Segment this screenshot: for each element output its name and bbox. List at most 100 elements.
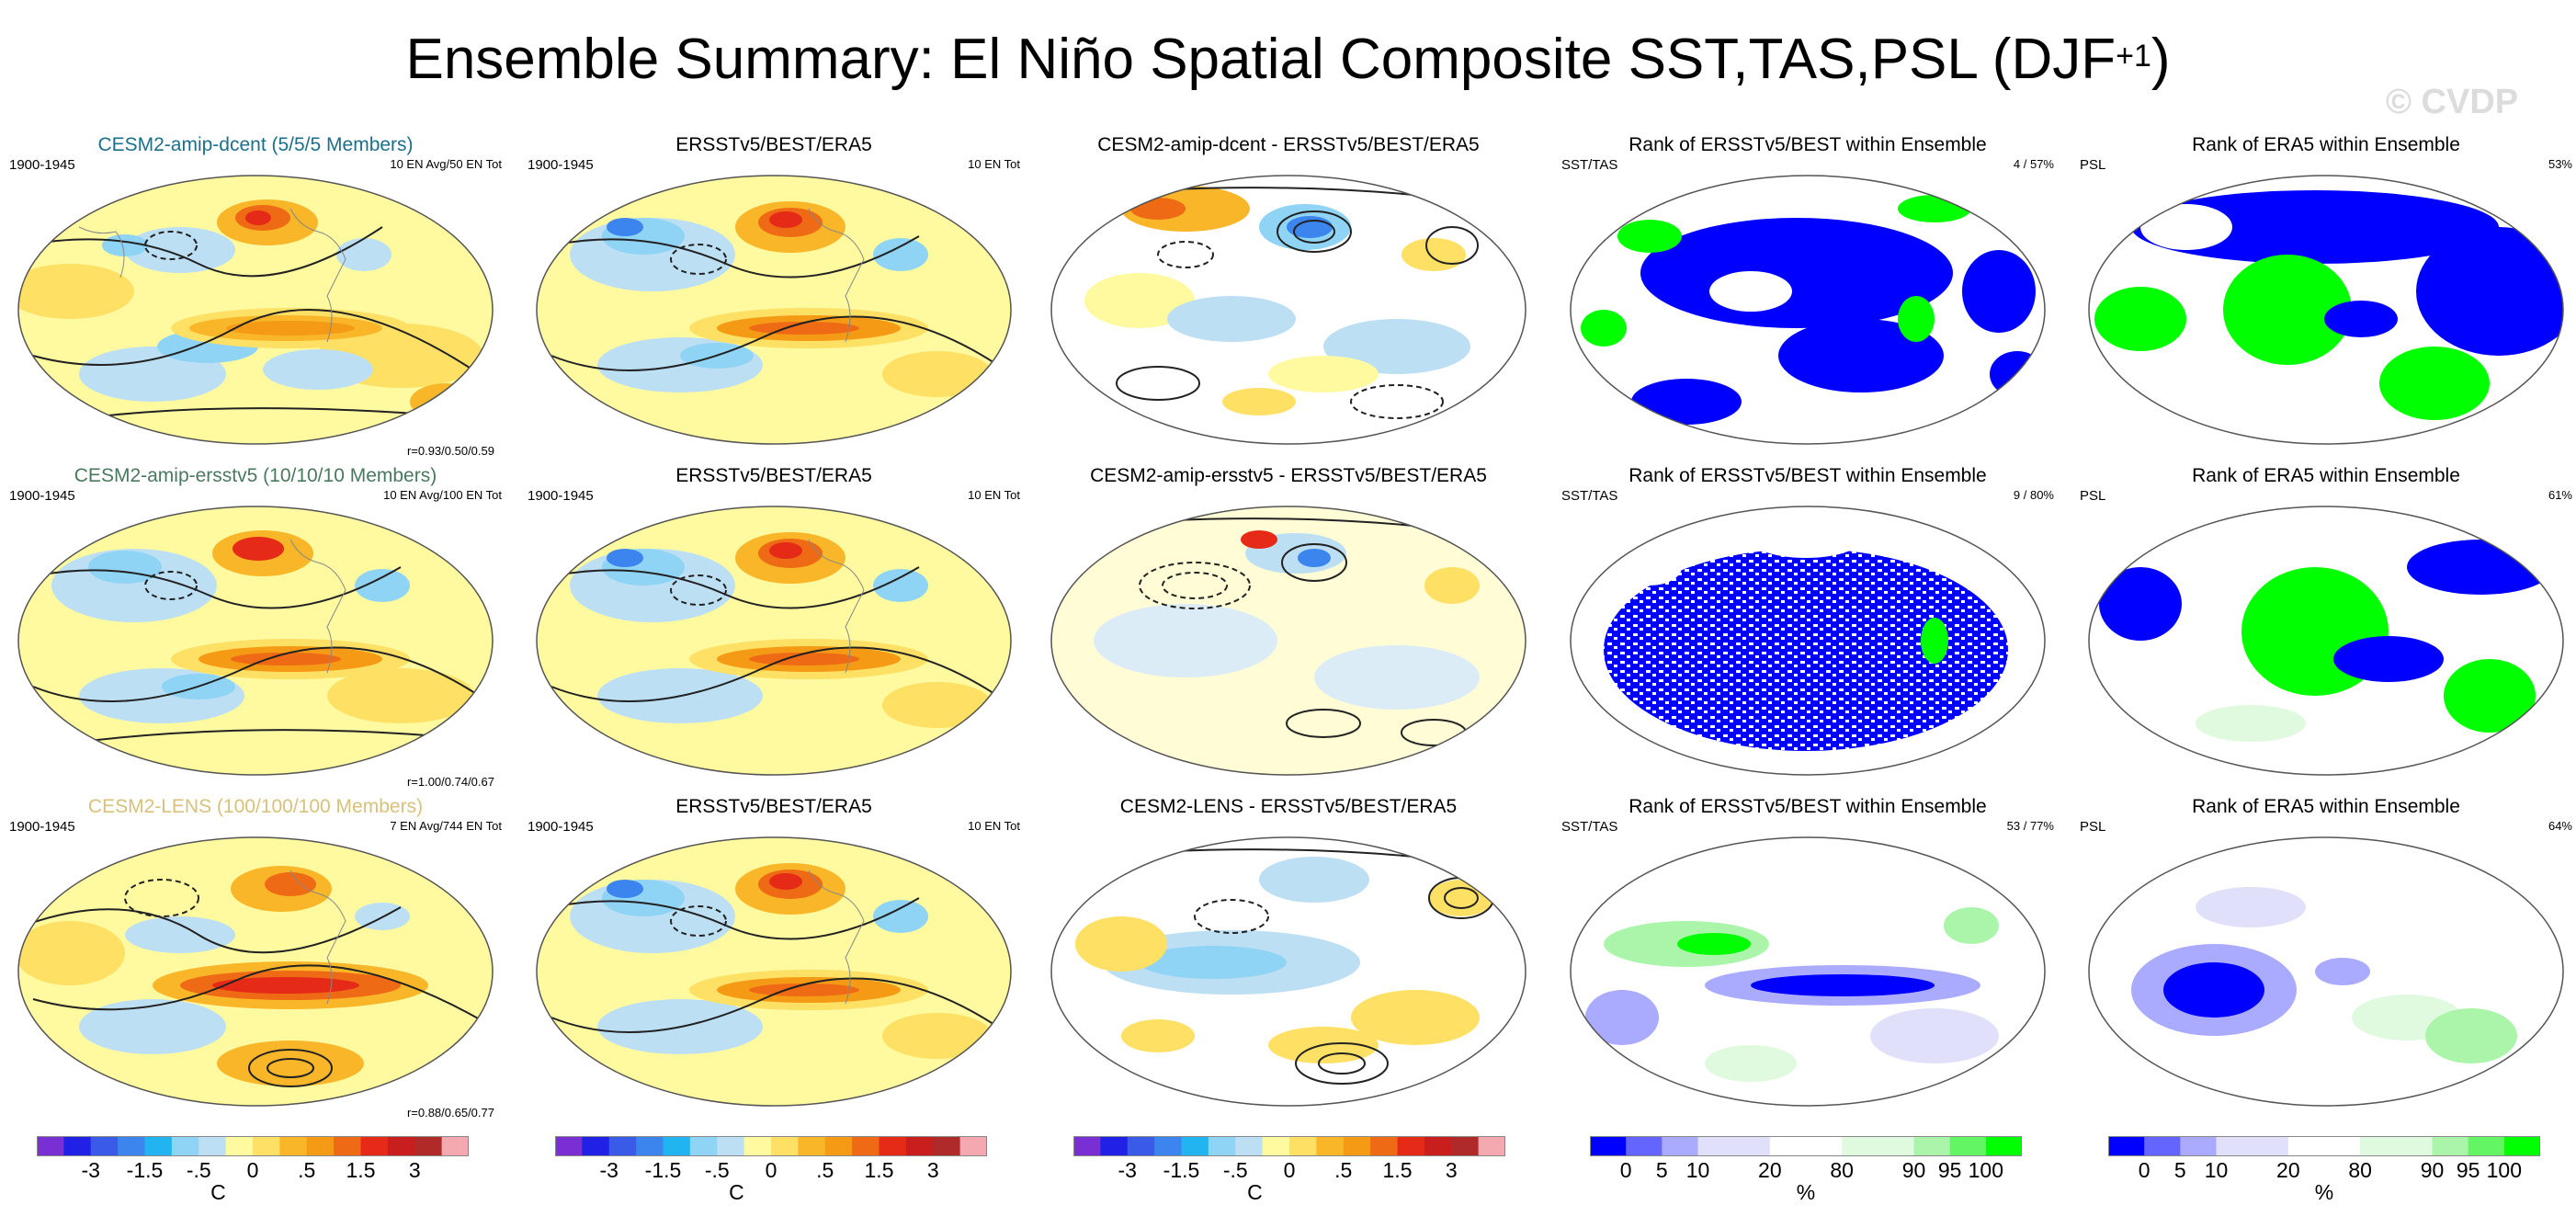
- colorbar-swatch: [1073, 1136, 1101, 1156]
- panel-rank-value: 53 / 77%: [2006, 819, 2054, 833]
- colorbar-rank-2: 0 5 10 20 80 90 95 100%: [2108, 1136, 2540, 1204]
- map-rank: [2088, 506, 2564, 776]
- panel-info: 10 EN Avg/100 EN Tot: [383, 488, 502, 502]
- panel-model-row2: CESM2-amip-ersstv5 (10/10/10 Members) 19…: [7, 464, 504, 790]
- colorbar-swatch: [1262, 1136, 1290, 1156]
- colorbar-tick-label: 0: [2138, 1158, 2150, 1182]
- colorbar-swatch: [1181, 1136, 1209, 1156]
- panel-title: CESM2-amip-dcent - ERSSTv5/BEST/ERA5: [1097, 134, 1480, 155]
- colorbar-tick-label: -.5: [1222, 1158, 1248, 1182]
- panel-title: Rank of ERA5 within Ensemble: [2192, 796, 2460, 817]
- colorbar-temperature-1: -3 -1.5 -.5 0 .5 1.5 3 C: [37, 1136, 469, 1204]
- colorbar-rank-1: 0 5 10 20 80 90 95 100%: [1590, 1136, 2022, 1204]
- colorbar-tick-label: 95: [2456, 1158, 2480, 1182]
- panel-period: 1900-1945: [528, 157, 594, 173]
- colorbar-swatch: [2468, 1136, 2505, 1156]
- colorbar-swatch: [1370, 1136, 1398, 1156]
- colorbar-tick-label: 5: [2173, 1158, 2186, 1182]
- panel-period: 1900-1945: [9, 157, 75, 173]
- colorbar-swatch: [1733, 1136, 1771, 1156]
- panel-info: 10 EN Tot: [968, 819, 1020, 833]
- map-difference: [1050, 175, 1526, 445]
- panel-rank-psl-row1: Rank of ERA5 within Ensemble PSL 53%: [2078, 133, 2574, 460]
- colorbar-frame: [1590, 1136, 2022, 1156]
- colorbar-swatch: [743, 1136, 772, 1156]
- map-sst-tas-psl: [17, 506, 494, 776]
- colorbar-frame: [555, 1136, 987, 1156]
- panel-title: CESM2-amip-dcent (5/5/5 Members): [97, 134, 414, 155]
- colorbar-swatch: [1769, 1136, 1807, 1156]
- colorbar-swatch: [1590, 1136, 1627, 1156]
- colorbar-swatch: [1451, 1136, 1480, 1156]
- colorbar-swatch: [360, 1136, 389, 1156]
- colorbar-swatch: [2432, 1136, 2469, 1156]
- panel-info: 7 EN Avg/744 EN Tot: [390, 819, 502, 833]
- panel-rank-psl-row2: Rank of ERA5 within Ensemble PSL 61%: [2078, 464, 2574, 790]
- colorbar-swatches: [555, 1136, 987, 1156]
- colorbar-tick-label: 1.5: [346, 1158, 376, 1182]
- panel-title: ERSSTv5/BEST/ERA5: [675, 134, 872, 155]
- colorbar-swatch: [2360, 1136, 2397, 1156]
- map-rank: [1570, 175, 2046, 445]
- colorbar-swatch: [1154, 1136, 1182, 1156]
- colorbar-swatch: [798, 1136, 826, 1156]
- colorbar-swatch: [2108, 1136, 2145, 1156]
- colorbar-swatch: [1806, 1136, 1843, 1156]
- panel-title: Rank of ERSSTv5/BEST within Ensemble: [1628, 134, 1987, 155]
- cvdp-watermark: © CVDP: [2386, 83, 2519, 121]
- panel-title: ERSSTv5/BEST/ERA5: [675, 796, 872, 817]
- panel-obs-row3: ERSSTv5/BEST/ERA5 1900-1945 10 EN Tot: [526, 795, 1022, 1121]
- colorbar-swatch: [1289, 1136, 1317, 1156]
- colorbar-swatch: [279, 1136, 308, 1156]
- colorbar-tick-label: 95: [1937, 1158, 1962, 1182]
- panel-rank-value: 4 / 57%: [2013, 157, 2054, 171]
- colorbar-swatch: [441, 1136, 469, 1156]
- panel-diff-row1: CESM2-amip-dcent - ERSSTv5/BEST/ERA5: [1040, 133, 1537, 460]
- panel-rank-value: 53%: [2548, 157, 2572, 171]
- colorbar-swatch: [144, 1136, 173, 1156]
- panel-title: Rank of ERSSTv5/BEST within Ensemble: [1628, 465, 1987, 486]
- map-difference: [1050, 506, 1526, 776]
- panel-diff-row2: CESM2-amip-ersstv5 - ERSSTv5/BEST/ERA5: [1040, 464, 1537, 790]
- page-title-close: ): [2150, 28, 2171, 91]
- panel-variable: PSL: [2080, 157, 2106, 173]
- colorbar-swatch: [689, 1136, 718, 1156]
- panel-title: CESM2-LENS (100/100/100 Members): [87, 796, 424, 817]
- colorbar-swatch: [1878, 1136, 1914, 1156]
- panel-obs-row1: ERSSTv5/BEST/ERA5 1900-1945 10 EN Tot: [526, 133, 1022, 460]
- colorbar-temperature-2: -3 -1.5 -.5 0 .5 1.5 3 C: [555, 1136, 987, 1204]
- colorbar-temperature-3: -3 -1.5 -.5 0 .5 1.5 3 C: [1073, 1136, 1505, 1204]
- panel-obs-row2: ERSSTv5/BEST/ERA5 1900-1945 10 EN Tot: [526, 464, 1022, 790]
- panel-rank-psl-row3: Rank of ERA5 within Ensemble PSL 64%: [2078, 795, 2574, 1121]
- colorbar-swatch: [824, 1136, 853, 1156]
- colorbar-swatch: [2503, 1136, 2540, 1156]
- colorbar-swatch: [387, 1136, 415, 1156]
- colorbar-tick-label: -.5: [186, 1158, 211, 1182]
- colorbar-tick-label: .5: [298, 1158, 316, 1182]
- panel-period: 1900-1945: [9, 488, 75, 504]
- colorbar-swatch: [1316, 1136, 1345, 1156]
- colorbar-tick-label: 0: [1283, 1158, 1296, 1182]
- colorbar-swatch: [90, 1136, 119, 1156]
- colorbar-swatch: [63, 1136, 92, 1156]
- colorbar-tick-label: -1.5: [644, 1158, 682, 1182]
- colorbar-swatch: [1424, 1136, 1452, 1156]
- colorbar-unit: C: [729, 1180, 744, 1204]
- colorbar-swatch: [334, 1136, 361, 1156]
- colorbar-tick-label: 100: [2486, 1158, 2523, 1182]
- colorbar-swatches: [1590, 1136, 2022, 1156]
- panel-period: 1900-1945: [528, 819, 594, 835]
- colorbar-swatch: [37, 1136, 64, 1156]
- panel-title: Rank of ERA5 within Ensemble: [2192, 465, 2460, 486]
- colorbar-tick-label: 20: [1758, 1158, 1782, 1182]
- colorbar-tick-label: 3: [408, 1158, 421, 1182]
- panel-period: 1900-1945: [9, 819, 75, 835]
- colorbar-swatch: [1697, 1136, 1735, 1156]
- colorbar-swatch: [199, 1136, 227, 1156]
- colorbar-tick-label: .5: [816, 1158, 834, 1182]
- panel-info: 10 EN Tot: [968, 488, 1020, 502]
- panel-correlation: r=0.93/0.50/0.59: [406, 444, 494, 458]
- map-rank: [2088, 836, 2564, 1107]
- colorbar-swatches: [1073, 1136, 1505, 1156]
- colorbar-tick-label: 3: [1445, 1158, 1458, 1182]
